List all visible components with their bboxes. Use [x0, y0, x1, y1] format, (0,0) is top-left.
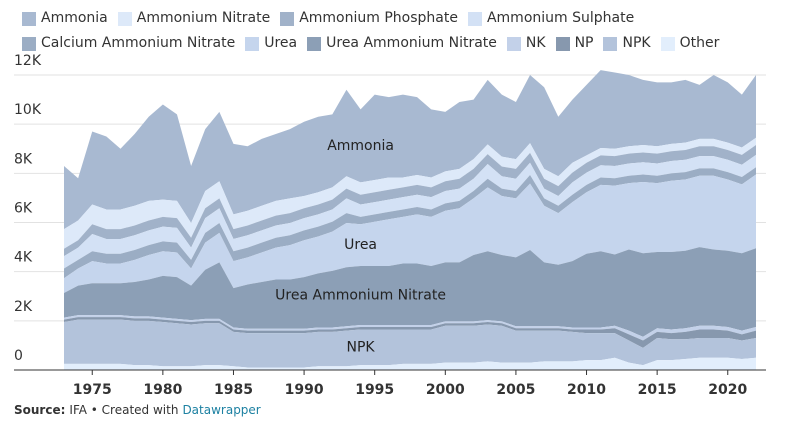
x-tick-label: 2020 [708, 382, 747, 398]
credit[interactable]: Datawrapper [182, 403, 260, 417]
area-label: Urea [344, 237, 377, 253]
area [64, 174, 756, 294]
legend-swatch [117, 11, 132, 26]
legend-label: Ammonium Nitrate [136, 10, 271, 26]
legend-label: Calcium Ammonium Nitrate [41, 35, 236, 51]
legend-label: NPK [622, 35, 651, 51]
legend-swatch [506, 36, 521, 51]
legend-label: NK [525, 35, 546, 51]
area [64, 145, 756, 257]
y-tick-label: 2K [14, 299, 33, 315]
legend-label: Urea [264, 35, 298, 51]
legend-label: Ammonia [41, 10, 108, 26]
x-tick-label: 1990 [285, 382, 324, 398]
area-label: Urea Ammonium Nitrate [275, 288, 446, 304]
y-tick-label: 10K [14, 102, 42, 118]
area [64, 154, 756, 269]
y-tick-label: 4K [14, 250, 33, 266]
legend-label: Ammonium Sulphate [486, 10, 635, 26]
area [64, 317, 756, 348]
legend-item: Other [660, 31, 720, 56]
area [64, 247, 756, 337]
area-label: Ammonia [327, 138, 394, 154]
legend: Ammonia Ammonium Nitrate Ammonium Phosphat… [22, 6, 742, 56]
legend-label: Ammonium Phosphate [299, 10, 458, 26]
legend-label: Other [679, 35, 720, 51]
legend-item: Ammonium Phosphate [280, 6, 458, 31]
source: Source: IFA • Created with Datawrapper [14, 403, 261, 417]
legend-item: Urea Ammonium Nitrate [307, 31, 497, 56]
x-tick-label: 1995 [355, 382, 394, 398]
legend-swatch [307, 36, 322, 51]
legend-swatch [467, 11, 482, 26]
legend-label: Urea Ammonium Nitrate [326, 35, 497, 51]
source-text: IFA • Created with [69, 403, 178, 417]
legend-swatch [280, 11, 295, 26]
area [64, 167, 756, 279]
legend-item: NPK [603, 31, 651, 56]
legend-swatch [245, 36, 260, 51]
legend-item: Calcium Ammonium Nitrate [22, 31, 235, 56]
x-tick-label: 1980 [143, 382, 182, 398]
y-tick-label: 6K [14, 201, 33, 217]
area [64, 70, 756, 230]
area-label: NPK [347, 339, 376, 355]
legend-item: NK [506, 31, 546, 56]
area [64, 319, 756, 368]
area [64, 315, 756, 341]
x-tick-label: 2010 [567, 382, 606, 398]
legend-item: Urea [245, 31, 297, 56]
y-tick-label: 0 [14, 348, 23, 364]
legend-swatch [660, 36, 675, 51]
x-tick-label: 2005 [496, 382, 535, 398]
legend-swatch [22, 36, 36, 51]
legend-label: NP [574, 35, 594, 51]
legend-item: Ammonium Nitrate [117, 6, 271, 31]
x-tick-label: 2000 [426, 382, 465, 398]
y-tick-label: 12K [14, 53, 42, 69]
x-tick-label: 2015 [638, 382, 677, 398]
legend-swatch [555, 36, 570, 51]
source-label: Source: [14, 403, 65, 417]
area [64, 137, 756, 249]
y-tick-label: 8K [14, 151, 33, 167]
legend-item: Ammonium Sulphate [467, 6, 635, 31]
legend-swatch [22, 11, 36, 26]
area [64, 357, 756, 370]
legend-item: Ammonia [22, 6, 108, 31]
legend-item: NP [555, 31, 594, 56]
x-tick-label: 1975 [73, 382, 112, 398]
x-tick-label: 1985 [214, 382, 253, 398]
legend-swatch [603, 36, 618, 51]
